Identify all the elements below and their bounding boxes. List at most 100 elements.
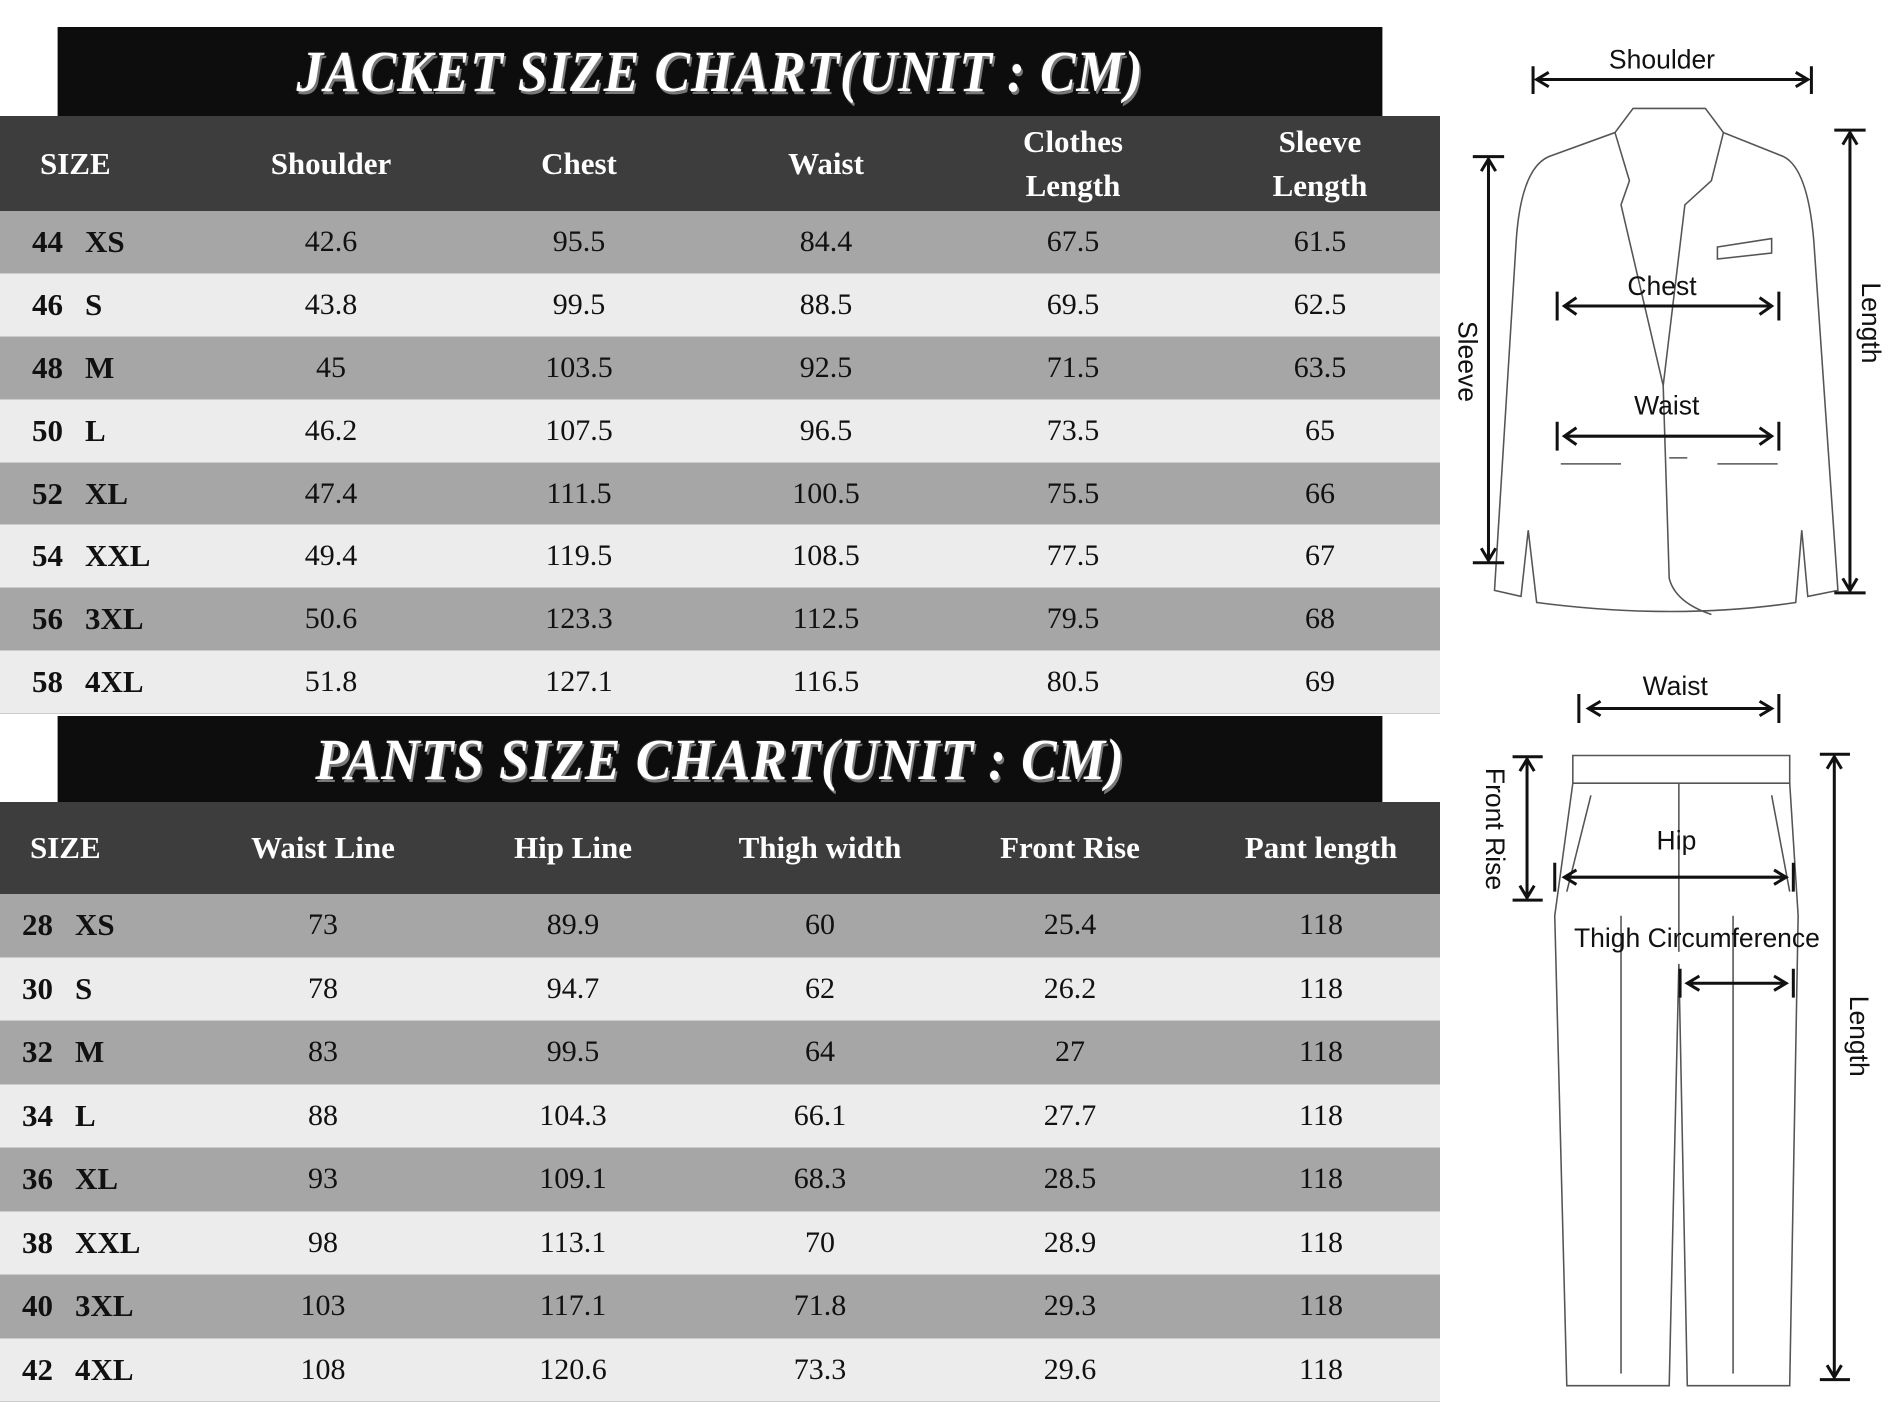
table-row: 42 4XL 108 120.6 73.3 29.6 118	[0, 1338, 1440, 1402]
table-row: 38 XXL 98 113.1 70 28.9 118	[0, 1211, 1440, 1275]
table-row: 30 S 78 94.7 62 26.2 118	[0, 957, 1440, 1021]
cell-hip-line: 109.1	[539, 1162, 607, 1196]
cell-chest: 99.5	[552, 287, 606, 321]
cell-waist: 84.4	[799, 224, 853, 258]
cell-clothes-length: 69.5	[1046, 287, 1100, 321]
cell-pant-length: 118	[1299, 1098, 1343, 1132]
column-header-waist: Waist	[788, 145, 864, 181]
table-row: 44 XS 42.6 95.5 84.4 67.5 61.5	[0, 211, 1440, 274]
size-letter: L	[75, 1097, 96, 1133]
size-letter: M	[85, 349, 115, 385]
size-number: 54	[32, 538, 63, 574]
size-number: 46	[32, 286, 63, 322]
table-row: 56 3XL 50.6 123.3 112.5 79.5 68	[0, 588, 1440, 652]
cell-thigh-width: 70	[805, 1225, 835, 1259]
jacket-length-label: Length	[1856, 282, 1886, 363]
cell-clothes-length: 73.5	[1046, 413, 1100, 447]
cell-front-rise: 25.4	[1043, 908, 1097, 942]
cell-waist-line: 103	[300, 1289, 346, 1323]
size-cell: 28 XS	[22, 894, 115, 957]
cell-front-rise: 26.2	[1043, 971, 1097, 1005]
size-letter: XL	[85, 475, 129, 511]
cell-pant-length: 118	[1299, 1225, 1343, 1259]
cell-thigh-width: 73.3	[793, 1352, 847, 1386]
size-number: 40	[22, 1288, 53, 1324]
cell-waist: 100.5	[792, 476, 860, 510]
jacket-sleeve-label: Sleeve	[1452, 321, 1482, 402]
column-header-sleeve-length: Sleeve Length	[1272, 123, 1368, 203]
cell-sleeve-length: 62.5	[1293, 287, 1347, 321]
cell-thigh-width: 64	[805, 1035, 835, 1069]
cell-hip-line: 117.1	[539, 1289, 607, 1323]
size-cell: 52 XL	[32, 463, 128, 525]
cell-clothes-length: 80.5	[1046, 665, 1100, 699]
column-header-shoulder: Shoulder	[270, 145, 392, 181]
column-header-size: SIZE	[40, 145, 111, 181]
cell-thigh-width: 66.1	[793, 1098, 847, 1132]
size-number: 36	[22, 1161, 53, 1197]
size-number: 28	[22, 907, 53, 943]
table-row: 32 M 83 99.5 64 27 118	[0, 1021, 1440, 1085]
size-letter: 3XL	[75, 1288, 134, 1324]
cell-sleeve-length: 61.5	[1293, 224, 1347, 258]
table-row: 46 S 43.8 99.5 88.5 69.5 62.5	[0, 273, 1440, 337]
size-cell: 50 L	[32, 400, 106, 462]
cell-chest: 107.5	[545, 413, 613, 447]
table-row: 58 4XL 51.8 127.1 116.5 80.5 69	[0, 651, 1440, 715]
column-header-waist-line: Waist Line	[251, 830, 395, 865]
cell-shoulder: 45	[316, 350, 346, 384]
pants-illustration	[1553, 754, 1799, 1387]
size-number: 48	[32, 349, 63, 385]
jacket-measurement-arrows	[1472, 66, 1866, 595]
table-row: 36 XL 93 109.1 68.3 28.5 118	[0, 1148, 1440, 1212]
column-header-chest: Chest	[541, 145, 617, 181]
table-row: 40 3XL 103 117.1 71.8 29.3 118	[0, 1275, 1440, 1339]
size-cell: 54 XXL	[32, 525, 150, 587]
cell-clothes-length: 75.5	[1046, 476, 1100, 510]
cell-thigh-width: 71.8	[793, 1289, 847, 1323]
size-cell: 30 S	[22, 958, 92, 1021]
size-letter: 3XL	[85, 601, 144, 637]
size-cell: 32 M	[22, 1021, 104, 1084]
cell-clothes-length: 79.5	[1046, 602, 1100, 636]
size-cell: 36 XL	[22, 1148, 118, 1211]
size-number: 44	[32, 223, 63, 259]
cell-waist-line: 93	[308, 1162, 338, 1196]
column-header-size: SIZE	[30, 830, 101, 865]
jacket-header-row: SIZE Shoulder Chest Waist Clothes Length Slee…	[0, 116, 1440, 211]
pants-chart-title: PANTS SIZE CHART(UNIT : CM)	[57, 716, 1383, 802]
cell-thigh-width: 68.3	[793, 1162, 847, 1196]
cell-clothes-length: 67.5	[1046, 224, 1100, 258]
cell-waist: 88.5	[799, 287, 853, 321]
cell-chest: 103.5	[545, 350, 613, 384]
cell-shoulder: 42.6	[304, 224, 358, 258]
cell-waist-line: 73	[308, 908, 338, 942]
column-header-clothes-length: Clothes Length	[1023, 123, 1123, 203]
cell-pant-length: 118	[1299, 1035, 1343, 1069]
size-number: 58	[32, 664, 63, 700]
size-number: 38	[22, 1224, 53, 1260]
size-number: 50	[32, 412, 63, 448]
cell-sleeve-length: 66	[1305, 476, 1335, 510]
column-header-hip-line: Hip Line	[513, 830, 633, 865]
table-row: 54 XXL 49.4 119.5 108.5 77.5 67	[0, 525, 1440, 589]
size-number: 52	[32, 475, 63, 511]
cell-pant-length: 118	[1299, 908, 1343, 942]
cell-waist-line: 78	[308, 971, 338, 1005]
jacket-chart-title: JACKET SIZE CHART(UNIT : CM)	[57, 27, 1383, 116]
cell-clothes-length: 71.5	[1046, 350, 1100, 384]
jacket-table-body: 44 XS 42.6 95.5 84.4 67.5 61.5 46 S 43.8 99.5 88.5 6…	[0, 211, 1440, 715]
jacket-size-chart: JACKET SIZE CHART(UNIT : CM) SIZE Shoulde…	[0, 27, 1440, 715]
pants-measurement-arrows	[1512, 694, 1850, 1382]
column-header-front-rise: Front Rise	[1000, 830, 1140, 865]
cell-front-rise: 29.6	[1043, 1352, 1097, 1386]
cell-clothes-length: 77.5	[1046, 539, 1100, 573]
pants-length-label: Length	[1844, 996, 1874, 1077]
size-number: 32	[22, 1034, 53, 1070]
cell-waist: 116.5	[792, 665, 860, 699]
size-letter: XL	[75, 1161, 119, 1197]
pants-header-row: SIZE Waist Line Hip Line Thigh width Front R…	[0, 802, 1440, 894]
cell-hip-line: 89.9	[546, 908, 600, 942]
size-letter: L	[85, 412, 106, 448]
cell-shoulder: 47.4	[304, 476, 358, 510]
